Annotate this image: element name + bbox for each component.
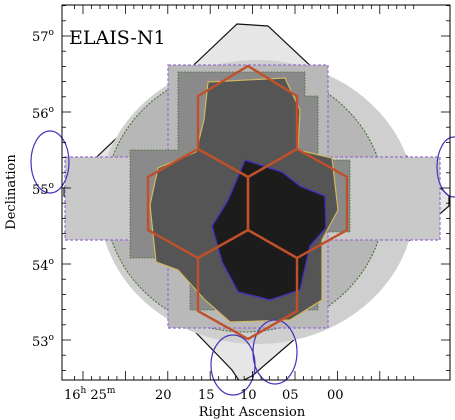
y-tick-label: 55o [32, 181, 54, 198]
hexagon-tiling [146, 64, 349, 341]
field-title: ELAIS-N1 [69, 27, 166, 49]
blue-circles [30, 130, 455, 396]
y-tick-label: 56o [32, 105, 54, 122]
y-tick-label: 54o [32, 257, 54, 274]
blue-circle-bottom-right [252, 319, 298, 385]
y-tick-label: 53o [32, 333, 54, 350]
coverage-layers [63, 23, 450, 380]
blue-circle-left [30, 130, 70, 194]
x-tick-label: 00 [327, 388, 344, 403]
axis-ticks [62, 5, 450, 380]
blue-circle-right [436, 136, 455, 198]
y-tick-label: 57o [32, 28, 54, 45]
x-tick-label: 20 [155, 388, 172, 403]
x-tick-labels: 16h 25m 20 15 10 05 00 [64, 386, 344, 403]
x-tick-label: 05 [282, 388, 299, 403]
plot-frame [61, 4, 451, 381]
x-axis-label: Right Ascension [199, 405, 306, 420]
hexagon-bottom [196, 228, 299, 341]
y-tick-labels: 57o 56o 55o 54o 53o [32, 28, 54, 350]
y-axis-label: Declination [4, 154, 19, 230]
x-tick-label: 16h 25m [64, 386, 116, 403]
x-tick-label: 15 [198, 388, 215, 403]
x-tick-label: 10 [240, 388, 257, 403]
